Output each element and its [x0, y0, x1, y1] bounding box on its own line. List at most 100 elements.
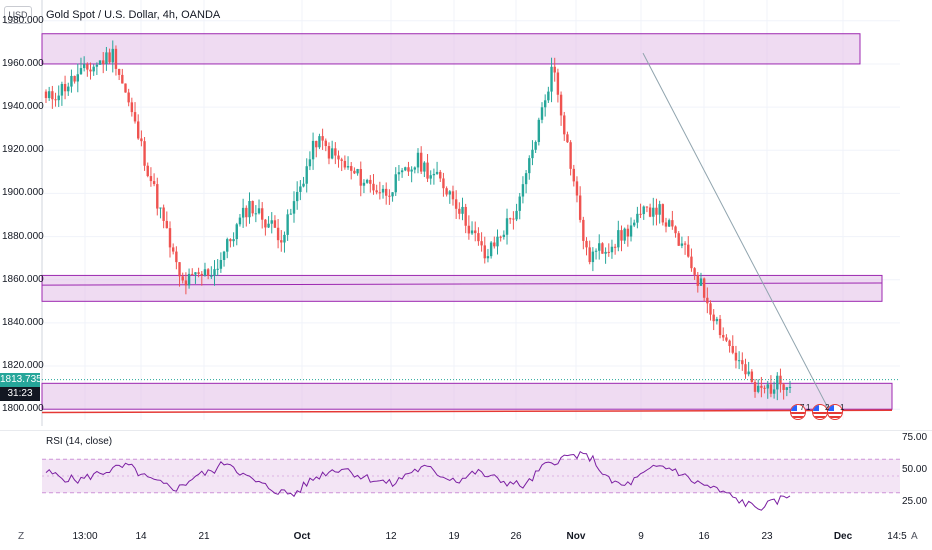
rsi-tick-75: 75.00: [902, 432, 928, 443]
candle-body: [51, 91, 54, 100]
candle-body: [575, 181, 579, 196]
rsi-tick-50: 50.00: [902, 464, 928, 475]
candle-body: [365, 179, 369, 183]
candle-body: [197, 272, 200, 274]
price-tick-label: 1980.000: [2, 14, 44, 26]
candle-body: [124, 83, 127, 93]
candle-body: [102, 60, 105, 64]
candle-body: [642, 206, 645, 215]
zoom-toggle[interactable]: Z: [18, 531, 25, 542]
candle-body: [766, 384, 769, 389]
event-count: 2: [825, 403, 830, 412]
candle-body: [213, 269, 216, 276]
candle-body: [171, 247, 175, 252]
candle-body: [734, 352, 738, 361]
zone-rect: [41, 33, 861, 65]
event-count: 1: [840, 403, 845, 412]
candle-body: [254, 213, 258, 215]
us-flag-icon[interactable]: [790, 404, 806, 420]
candle-body: [553, 66, 556, 73]
us-flag-icon[interactable]: [812, 404, 828, 420]
event-count: 7: [800, 403, 805, 412]
time-label: 26: [510, 531, 522, 542]
candle-body: [629, 225, 633, 237]
candle-body: [353, 170, 356, 174]
candle-body: [226, 239, 229, 252]
candle-body: [60, 83, 64, 96]
candle-body: [381, 188, 385, 193]
candle-body: [687, 244, 690, 257]
candle-body: [439, 171, 442, 179]
candle-body: [216, 268, 219, 270]
candle-body: [117, 68, 121, 75]
candle-body: [410, 169, 413, 172]
price-tick-label: 1820.000: [2, 360, 44, 372]
candle-body: [416, 152, 420, 168]
candle-body: [604, 251, 607, 254]
candle-body: [702, 278, 706, 298]
candle-body: [286, 214, 289, 235]
candle-body: [143, 141, 146, 166]
candle-body: [464, 206, 467, 226]
rsi-chart[interactable]: [0, 429, 932, 522]
candle-body: [330, 148, 334, 159]
time-label: 13:00: [72, 531, 98, 542]
candle-body: [664, 222, 668, 227]
rsi-pane[interactable]: [0, 429, 932, 522]
time-label: 21: [198, 531, 210, 542]
candle-body: [121, 74, 124, 84]
candle-body: [633, 222, 636, 226]
candle-body: [105, 52, 108, 64]
candle-body: [451, 191, 455, 200]
candle-body: [610, 246, 614, 253]
candle-body: [645, 206, 649, 208]
price-tick-label: 1940.000: [2, 101, 44, 113]
candle-body: [111, 48, 114, 63]
candle-body: [461, 206, 464, 214]
candle-body: [340, 159, 343, 161]
candle-body: [435, 171, 439, 174]
candle-body: [757, 385, 760, 392]
candle-body: [229, 239, 232, 242]
time-label: 14: [135, 531, 147, 542]
currency-button[interactable]: USD: [4, 6, 32, 24]
time-label: 14:5: [887, 531, 907, 542]
us-flag-icon[interactable]: [827, 404, 843, 420]
candle-body: [509, 218, 512, 220]
candle-body: [518, 196, 521, 211]
candle-body: [222, 251, 226, 260]
candle-body: [760, 385, 763, 388]
candle-body: [524, 173, 528, 185]
candle-body: [540, 107, 544, 120]
candle-body: [54, 99, 57, 101]
candle-body: [690, 256, 693, 269]
candle-body: [302, 183, 305, 187]
candle-body: [324, 140, 327, 147]
candle-body: [235, 224, 238, 240]
candle-body: [531, 149, 534, 159]
candle-body: [57, 95, 60, 101]
candle-body: [241, 207, 245, 218]
candle-body: [423, 162, 426, 172]
candle-body: [308, 159, 312, 167]
candle-body: [86, 64, 89, 70]
candle-body: [788, 386, 792, 388]
candle-body: [165, 220, 169, 229]
candle-body: [273, 220, 277, 228]
auto-scale-toggle[interactable]: A: [911, 531, 918, 542]
candle-body: [206, 269, 210, 276]
candle-body: [108, 52, 111, 63]
candle-body: [295, 191, 299, 202]
candle-body: [299, 186, 302, 192]
price-tick-label: 1920.000: [2, 144, 44, 156]
candle-body: [582, 219, 585, 241]
candle-body: [429, 175, 432, 179]
candle-body: [67, 86, 70, 92]
candle-body: [769, 384, 773, 394]
candle-body: [194, 272, 197, 275]
candle-body: [321, 136, 324, 141]
price-tick-label: 1840.000: [2, 316, 44, 328]
candle-body: [585, 240, 588, 248]
